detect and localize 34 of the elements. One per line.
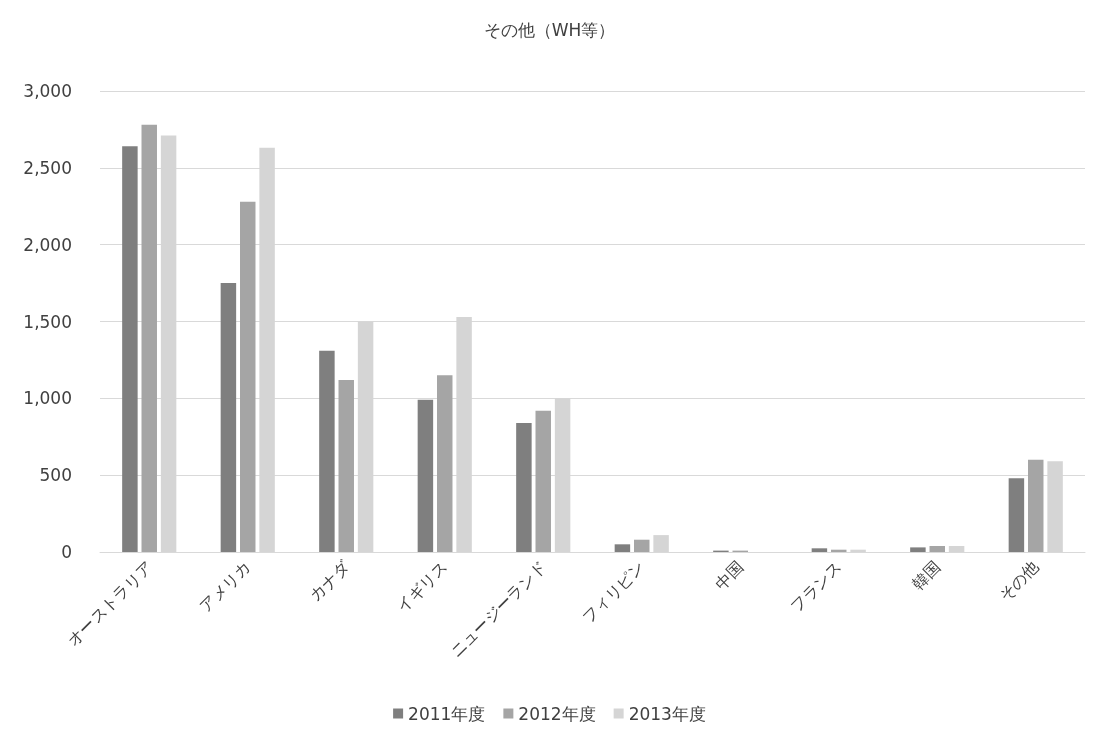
bar <box>614 544 631 552</box>
y-tick-label: 2,500 <box>23 157 72 178</box>
legend-label: 2012年度 <box>518 703 596 724</box>
y-tick-label: 500 <box>39 465 72 486</box>
bar <box>338 379 354 552</box>
y-tick-label: 2,000 <box>23 234 72 255</box>
y-tick-label: 3,000 <box>23 81 72 101</box>
legend-label: 2011年度 <box>408 703 486 724</box>
bar <box>437 375 453 552</box>
x-tick-label: フランス <box>786 557 846 616</box>
bar <box>319 350 335 552</box>
bar <box>1028 459 1044 552</box>
y-tick-label: 1,000 <box>23 388 72 409</box>
x-tick-label: その他 <box>995 557 1043 605</box>
y-tick-label: 1,500 <box>23 311 72 332</box>
x-tick-label: フィリピン <box>578 557 649 628</box>
bar <box>929 546 945 552</box>
bar <box>122 146 138 552</box>
x-tick-label: 韓国 <box>907 557 944 594</box>
bar <box>220 283 237 552</box>
bar <box>240 201 256 552</box>
bar <box>1008 478 1025 552</box>
bar <box>910 547 926 552</box>
bar <box>634 539 650 552</box>
x-tick-label: アメリカ <box>195 557 255 616</box>
bar <box>535 410 551 552</box>
chart-title: その他（WH等） <box>483 19 616 40</box>
x-tick-label: カナダ <box>305 556 354 605</box>
bar <box>516 422 532 552</box>
legend-label: 2013年度 <box>628 703 706 724</box>
x-tick-label: 中国 <box>710 557 747 594</box>
bar <box>811 548 828 552</box>
bar <box>417 399 434 552</box>
bar <box>141 124 157 552</box>
